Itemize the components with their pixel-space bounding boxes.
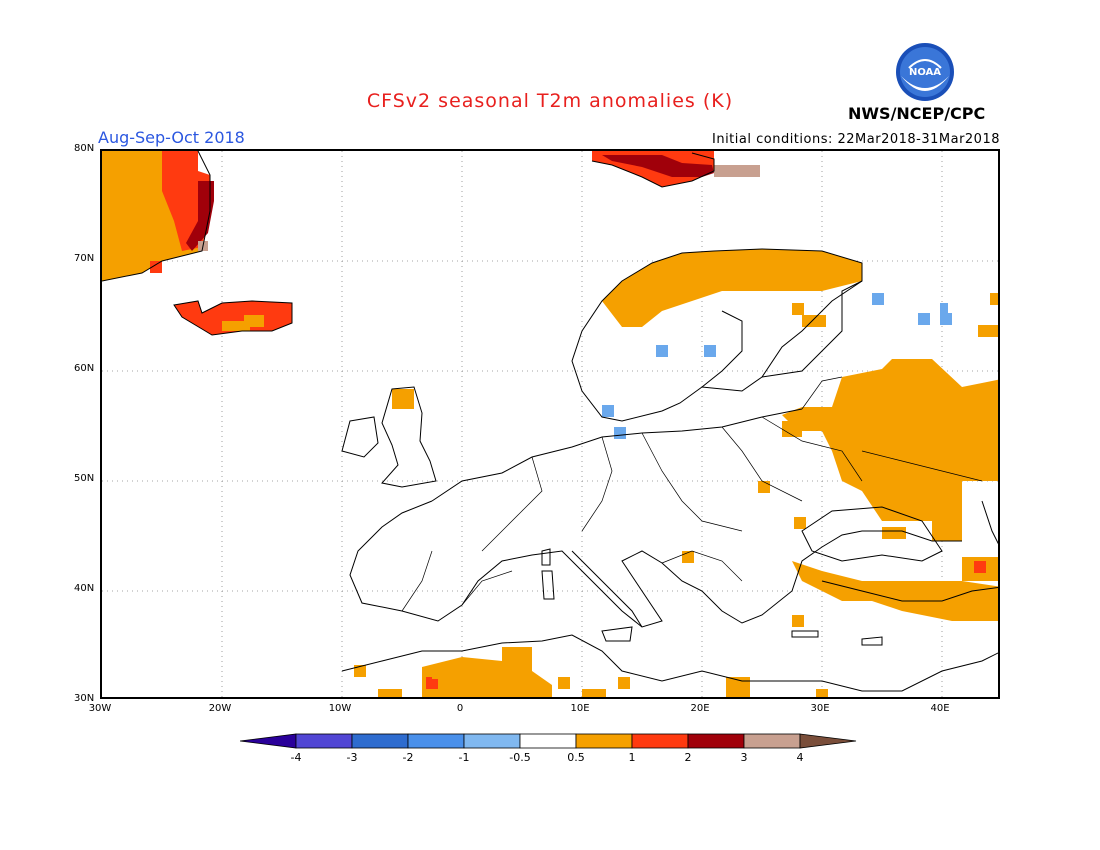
initial-conditions-label: Initial conditions: 22Mar2018-31Mar2018 bbox=[712, 132, 1000, 147]
lon-label: 40E bbox=[930, 703, 950, 714]
lat-label: 30N bbox=[74, 693, 95, 704]
colorbar bbox=[240, 733, 857, 749]
colorbar-segment bbox=[631, 733, 689, 749]
anomaly-cell bbox=[792, 303, 804, 315]
anomaly-cell bbox=[558, 677, 570, 689]
noaa-logo-text: NOAA bbox=[909, 67, 941, 78]
lon-label: 30E bbox=[810, 703, 830, 714]
anomaly-cell bbox=[392, 389, 414, 409]
colorbar-tick-label: -0.5 bbox=[509, 751, 531, 764]
colorbar-segment bbox=[463, 733, 521, 749]
lon-label: 30W bbox=[88, 703, 112, 714]
colorbar-segment bbox=[687, 733, 745, 749]
anomaly-region-turkey bbox=[792, 561, 998, 621]
lon-label: 20E bbox=[690, 703, 710, 714]
anomaly-cell bbox=[426, 677, 438, 689]
lat-label: 70N bbox=[74, 253, 95, 264]
coastlines bbox=[102, 151, 998, 692]
anomaly-cell bbox=[816, 689, 828, 697]
map-title: CFSv2 seasonal T2m anomalies (K) bbox=[366, 90, 734, 112]
colorbar-tick-label: 2 bbox=[684, 751, 692, 764]
anomaly-cell bbox=[714, 165, 760, 177]
lon-label: 10E bbox=[570, 703, 590, 714]
lat-label: 80N bbox=[74, 143, 95, 154]
lon-label: 0 bbox=[456, 703, 464, 714]
lon-label: 20W bbox=[208, 703, 232, 714]
anomaly-region-greenland-hot bbox=[186, 181, 214, 251]
colorbar-segment bbox=[240, 733, 297, 749]
anomaly-cell bbox=[704, 345, 716, 357]
lat-label: 60N bbox=[74, 363, 95, 374]
anomaly-cell bbox=[614, 427, 626, 439]
colorbar-segment bbox=[407, 733, 465, 749]
anomaly-cell bbox=[974, 561, 986, 573]
anomaly-region-scandinavia bbox=[602, 249, 862, 327]
colorbar-tick-label: 4 bbox=[796, 751, 804, 764]
colorbar-segment bbox=[799, 733, 857, 749]
colorbar-tick-label: -3 bbox=[346, 751, 358, 764]
map-panel bbox=[100, 149, 1000, 699]
colorbar-tick-label: 3 bbox=[740, 751, 748, 764]
anomaly-cell bbox=[432, 667, 444, 679]
noaa-logo: NOAA bbox=[896, 43, 954, 101]
anomaly-cell bbox=[978, 325, 998, 337]
anomaly-cell bbox=[872, 293, 884, 305]
anomaly-cell bbox=[758, 481, 770, 493]
anomaly-cell bbox=[794, 517, 806, 529]
anomaly-cell bbox=[940, 303, 948, 313]
colorbar-tick-label: 1 bbox=[628, 751, 636, 764]
anomaly-cell bbox=[882, 527, 906, 539]
anomaly-cell bbox=[244, 315, 264, 327]
anomaly-cell bbox=[802, 315, 826, 327]
anomaly-shading bbox=[102, 151, 998, 697]
colorbar-tick-label: 0.5 bbox=[567, 751, 585, 764]
anomaly-cell bbox=[602, 405, 614, 417]
anomaly-cell bbox=[378, 689, 402, 697]
anomaly-region-north-africa bbox=[422, 647, 552, 697]
colorbar-segment bbox=[351, 733, 409, 749]
anomaly-region-greenland bbox=[102, 151, 202, 281]
anomaly-cell bbox=[618, 677, 630, 689]
anomaly-cell bbox=[582, 689, 606, 697]
anomaly-cell bbox=[726, 677, 750, 697]
anomaly-map bbox=[102, 151, 998, 697]
colorbar-segment bbox=[575, 733, 633, 749]
colorbar-segment bbox=[519, 733, 577, 749]
anomaly-cell bbox=[792, 615, 804, 627]
anomaly-cell bbox=[222, 321, 250, 331]
anomaly-region-svalbard-hot bbox=[602, 155, 714, 177]
colorbar-segment bbox=[295, 733, 353, 749]
anomaly-cell bbox=[990, 293, 998, 305]
lat-label: 40N bbox=[74, 583, 95, 594]
colorbar-tick-label: -4 bbox=[290, 751, 302, 764]
anomaly-cell bbox=[918, 313, 930, 325]
anomaly-cell bbox=[940, 313, 952, 325]
anomaly-cell bbox=[150, 261, 162, 273]
colorbar-segment bbox=[743, 733, 801, 749]
lon-label: 10W bbox=[328, 703, 352, 714]
season-label: Aug-Sep-Oct 2018 bbox=[98, 128, 245, 147]
colorbar-tick-label: -2 bbox=[402, 751, 414, 764]
anomaly-cell bbox=[354, 665, 366, 677]
agency-label: NWS/NCEP/CPC bbox=[848, 104, 986, 123]
colorbar-tick-label: -1 bbox=[458, 751, 470, 764]
anomaly-cell bbox=[782, 421, 802, 437]
lat-label: 50N bbox=[74, 473, 95, 484]
anomaly-region-east bbox=[782, 359, 998, 541]
anomaly-cell bbox=[656, 345, 668, 357]
